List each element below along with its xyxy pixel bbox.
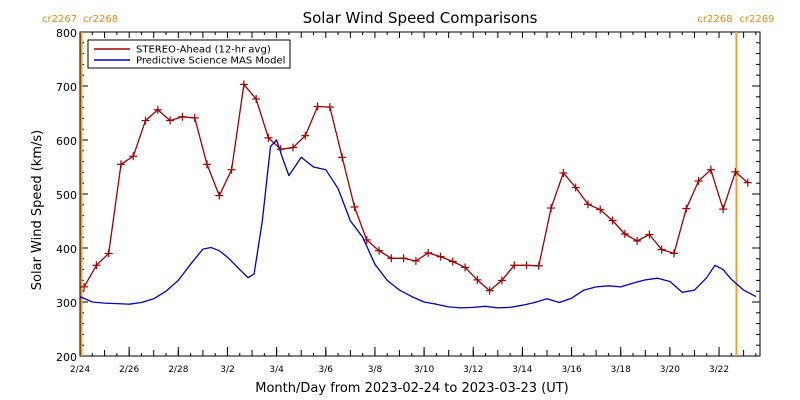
data-point	[178, 112, 187, 121]
x-tick-label: 3/20	[660, 365, 680, 375]
x-axis-title: Month/Day from 2023-02-24 to 2023-03-23 …	[255, 381, 568, 396]
data-point	[473, 275, 482, 284]
x-tick-label: 3/6	[319, 365, 334, 375]
x-tick-label: 2/28	[168, 365, 188, 375]
y-axis: 200 300 400 500 600 700 800	[56, 27, 760, 364]
x-tick-label: 3/4	[269, 365, 284, 375]
data-point	[497, 276, 506, 285]
y-tick-label: 400	[56, 243, 77, 256]
data-point	[731, 167, 740, 176]
data-point	[399, 254, 408, 263]
data-point	[448, 257, 457, 266]
x-tick-label: 3/14	[512, 365, 532, 375]
y-tick-label: 700	[56, 81, 77, 94]
x-tick-label: 2/24	[70, 365, 90, 375]
data-point	[485, 286, 494, 295]
data-point	[694, 177, 703, 186]
x-tick-label: 3/10	[414, 365, 434, 375]
data-point	[325, 103, 334, 112]
y-tick-label: 800	[56, 27, 77, 40]
data-point	[461, 263, 470, 272]
data-point	[559, 168, 568, 177]
data-point	[129, 152, 138, 161]
data-point	[375, 246, 384, 255]
legend: STEREO-Ahead (12-hr avg)Predictive Scien…	[87, 39, 291, 69]
x-tick-label: 3/12	[463, 365, 483, 375]
data-point	[116, 160, 125, 169]
data-point	[411, 256, 420, 265]
series-layer	[79, 80, 757, 309]
plot-frame	[79, 31, 761, 357]
data-point	[682, 204, 691, 213]
carrington-markers: cr2267 cr2268 cr2268 cr2269	[42, 14, 775, 356]
data-point	[264, 133, 273, 142]
legend-box	[87, 39, 291, 69]
data-point	[80, 282, 89, 291]
data-point	[338, 153, 347, 162]
legend-label: Predictive Science MAS Model	[136, 56, 285, 67]
data-point	[534, 261, 543, 270]
data-point	[706, 165, 715, 174]
data-point	[350, 202, 359, 211]
x-tick-label: 3/22	[709, 365, 729, 375]
data-point	[571, 183, 580, 192]
data-point	[719, 205, 728, 214]
data-point	[252, 94, 261, 103]
y-tick-label: 200	[56, 351, 77, 364]
x-tick-label: 2/26	[119, 365, 139, 375]
plot-border	[79, 31, 761, 357]
chart-title: Solar Wind Speed Comparisons	[303, 9, 538, 27]
series-stereo-ahead	[80, 80, 752, 295]
x-tick-label: 3/16	[561, 365, 581, 375]
series-mas-model	[79, 139, 757, 309]
data-point	[620, 229, 629, 238]
legend-label: STEREO-Ahead (12-hr avg)	[136, 45, 271, 56]
data-point	[141, 116, 150, 125]
y-axis-title: Solar Wind Speed (km/s)	[30, 130, 45, 290]
mas-model-line	[79, 139, 757, 309]
x-axis: 2/24 2/26 2/28 3/2 3/4 3/6 3/8 3/10 3/12 3/14 3/16…	[70, 32, 757, 375]
data-point	[239, 80, 248, 89]
data-point	[583, 200, 592, 209]
x-tick-label: 3/8	[368, 365, 383, 375]
data-point	[743, 178, 752, 187]
data-point	[104, 249, 113, 258]
data-point	[657, 245, 666, 254]
data-point	[424, 248, 433, 257]
data-point	[313, 102, 322, 111]
data-point	[645, 230, 654, 239]
y-tick-label: 300	[56, 297, 77, 310]
data-point	[387, 254, 396, 263]
data-point	[669, 249, 678, 258]
carrington-label-right: cr2269	[739, 14, 774, 25]
data-point	[190, 113, 199, 122]
data-point	[633, 236, 642, 245]
data-point	[166, 116, 175, 125]
data-point	[596, 205, 605, 214]
data-point	[522, 261, 531, 270]
data-point	[215, 191, 224, 200]
carrington-label-right: cr2268	[83, 14, 118, 25]
carrington-label-left: cr2267	[42, 14, 77, 25]
carrington-label-left: cr2268	[697, 14, 732, 25]
data-point	[510, 261, 519, 270]
data-point	[153, 105, 162, 114]
data-point	[547, 204, 556, 213]
data-point	[301, 131, 310, 140]
x-tick-label: 3/18	[611, 365, 631, 375]
data-point	[227, 165, 236, 174]
data-point	[289, 143, 298, 152]
data-point	[202, 160, 211, 169]
data-point	[436, 252, 445, 261]
y-tick-label: 600	[56, 135, 77, 148]
data-point	[608, 216, 617, 225]
y-tick-label: 500	[56, 189, 77, 202]
x-tick-label: 3/2	[220, 365, 234, 375]
data-point	[92, 261, 101, 270]
